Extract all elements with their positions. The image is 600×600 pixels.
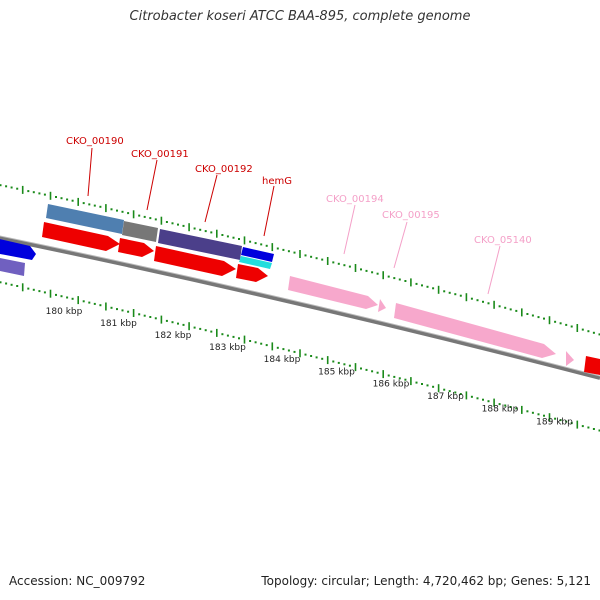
- leader-cko-00190: [87, 147, 93, 197]
- gene-red-2[interactable]: [118, 238, 154, 257]
- leader-cko-00194: [343, 204, 356, 255]
- gene-blue-left[interactable]: [0, 238, 36, 260]
- kbp-label: 186 kbp: [373, 380, 410, 390]
- gene-pink-2[interactable]: [378, 299, 386, 312]
- gene-features: [0, 204, 600, 376]
- gene-blue-hemg[interactable]: [241, 247, 274, 262]
- gene-red-right[interactable]: [584, 356, 600, 376]
- kbp-label: 187 kbp: [427, 392, 464, 402]
- label-leaders: [87, 147, 501, 295]
- kbp-label: 180 kbp: [46, 307, 83, 317]
- kbp-label: 188 kbp: [482, 405, 519, 415]
- gene-gray[interactable]: [122, 221, 158, 242]
- genome-summary-text: Topology: circular; Length: 4,720,462 bp…: [261, 574, 591, 588]
- genome-backbone-highlight: [0, 235, 600, 377]
- kbp-label-group: 180 kbp 181 kbp 182 kbp 183 kbp 184 kbp 185 k…: [46, 307, 573, 427]
- gene-lavender-left[interactable]: [0, 257, 25, 276]
- leader-cko-00191: [146, 159, 158, 211]
- gene-pink-1[interactable]: [288, 276, 378, 309]
- map-title: Citrobacter koseri ATCC BAA-895, complet…: [129, 9, 471, 24]
- gene-red-1[interactable]: [42, 222, 120, 251]
- gene-cyan-hemg[interactable]: [239, 256, 272, 269]
- gene-pink-3[interactable]: [394, 303, 556, 358]
- gene-label-cko-00194[interactable]: CKO_00194: [326, 194, 384, 205]
- gene-red-3[interactable]: [154, 246, 236, 276]
- outer-tick-ring: [0, 184, 600, 336]
- kbp-label: 183 kbp: [209, 343, 246, 353]
- kbp-label: 184 kbp: [264, 355, 301, 365]
- gene-labels: CKO_00190 CKO_00191 CKO_00192 hemG CKO_0…: [66, 136, 532, 246]
- gene-label-cko-00191[interactable]: CKO_00191: [131, 149, 189, 160]
- kbp-label: 182 kbp: [155, 331, 192, 341]
- genome-backbone: [0, 235, 600, 380]
- gene-purple[interactable]: [158, 229, 242, 260]
- accession-text: Accession: NC_009792: [9, 574, 146, 588]
- kbp-label: 185 kbp: [318, 367, 355, 377]
- leader-cko-00195: [393, 221, 408, 269]
- gene-red-4[interactable]: [236, 264, 268, 282]
- gene-label-cko-05140[interactable]: CKO_05140: [474, 235, 532, 246]
- inner-tick-ring: [0, 281, 600, 432]
- kbp-label: 181 kbp: [100, 319, 137, 329]
- leader-hemg: [263, 185, 275, 237]
- gene-label-cko-00192[interactable]: CKO_00192: [195, 164, 253, 175]
- leader-cko-05140: [487, 245, 501, 295]
- kbp-label: 189 kbp: [536, 417, 573, 427]
- leader-cko-00192: [204, 174, 218, 223]
- gene-label-cko-00190[interactable]: CKO_00190: [66, 136, 124, 147]
- gene-pink-4[interactable]: [566, 351, 574, 366]
- gene-label-cko-00195[interactable]: CKO_00195: [382, 210, 440, 221]
- gene-steel[interactable]: [46, 204, 124, 234]
- gene-label-hemg[interactable]: hemG: [262, 176, 292, 187]
